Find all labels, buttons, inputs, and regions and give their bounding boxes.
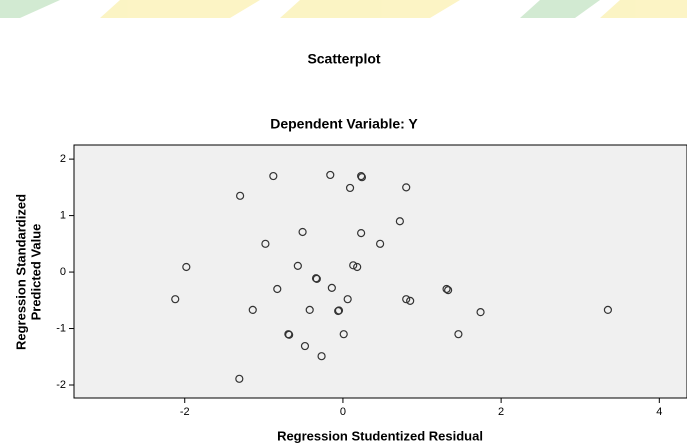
y-tick-label: 0 bbox=[60, 266, 66, 278]
y-tick-label: 1 bbox=[60, 209, 66, 221]
chart: Scatterplot Dependent Variable: Y Regres… bbox=[0, 0, 687, 445]
y-tick-label: -1 bbox=[56, 322, 66, 334]
watermark bbox=[0, 0, 687, 18]
x-axis-label: Regression Studentized Residual bbox=[277, 428, 483, 443]
chart-subtitle: Dependent Variable: Y bbox=[270, 116, 418, 132]
x-tick-label: -2 bbox=[180, 406, 190, 418]
y-axis-label: Predicted Value bbox=[28, 224, 43, 321]
x-tick-label: 4 bbox=[656, 406, 662, 418]
x-tick-label: 0 bbox=[340, 406, 346, 418]
chart-title: Scatterplot bbox=[307, 51, 380, 67]
x-tick-label: 2 bbox=[498, 406, 504, 418]
y-tick-label: 2 bbox=[60, 153, 66, 165]
y-tick-label: -2 bbox=[56, 379, 66, 391]
y-axis-label: Regression Standardized bbox=[13, 194, 28, 350]
plot-area bbox=[74, 145, 687, 398]
